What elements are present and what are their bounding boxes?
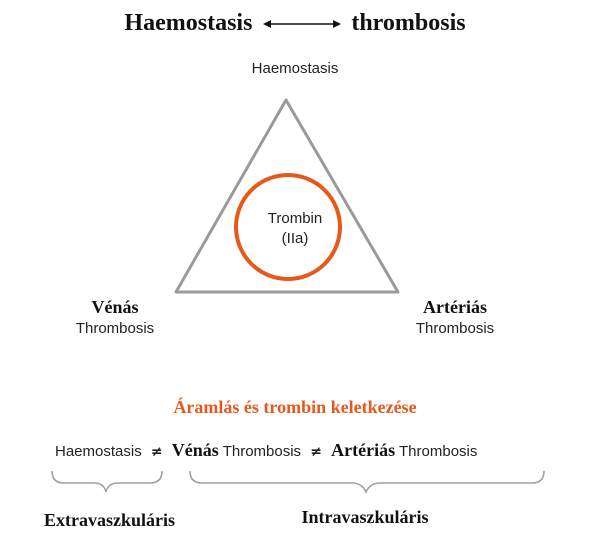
triangle <box>174 98 400 294</box>
title-left: Haemostasis <box>124 10 253 36</box>
not-equal-icon: ≠ <box>150 444 163 460</box>
comparison-item1: Haemostasis <box>55 443 142 460</box>
comparison-item3-bold: Artériás <box>331 440 396 460</box>
trombin-circle <box>234 173 342 281</box>
title-row: Haemostasis thrombosis <box>0 10 590 37</box>
not-equal-icon: ≠ <box>310 444 322 460</box>
comparison-item3-rest: Thrombosis <box>399 443 478 460</box>
extravascular-label: Extravaszkuláris <box>43 510 175 530</box>
left-corner-word2: Thrombosis <box>75 320 155 337</box>
comparison-item2-bold: Vénás <box>171 440 219 460</box>
comparison-row: Haemostasis ≠ Vénás Thrombosis ≠ Artériá… <box>40 440 560 461</box>
title-right: thrombosis <box>351 10 466 36</box>
left-corner-label: Vénás Thrombosis <box>60 296 170 340</box>
center-label-line2: (IIa) <box>281 230 309 247</box>
top-vertex-label: Haemostasis <box>251 60 339 77</box>
center-label-line1: Trombin <box>267 210 323 227</box>
intravascular-label: Intravaszkuláris <box>301 507 429 527</box>
right-corner-word2: Thrombosis <box>415 320 495 337</box>
subtitle: Áramlás és trombin keletkezése <box>173 397 417 417</box>
comparison-item2-rest: Thrombosis <box>222 443 302 460</box>
double-arrow-icon <box>262 19 341 28</box>
intravascular-brace <box>189 470 545 494</box>
right-corner-word1: Artériás <box>423 297 487 317</box>
extravascular-brace <box>51 470 163 493</box>
right-corner-label: Artériás Thrombosis <box>400 296 510 340</box>
left-corner-word1: Vénás <box>91 297 139 317</box>
